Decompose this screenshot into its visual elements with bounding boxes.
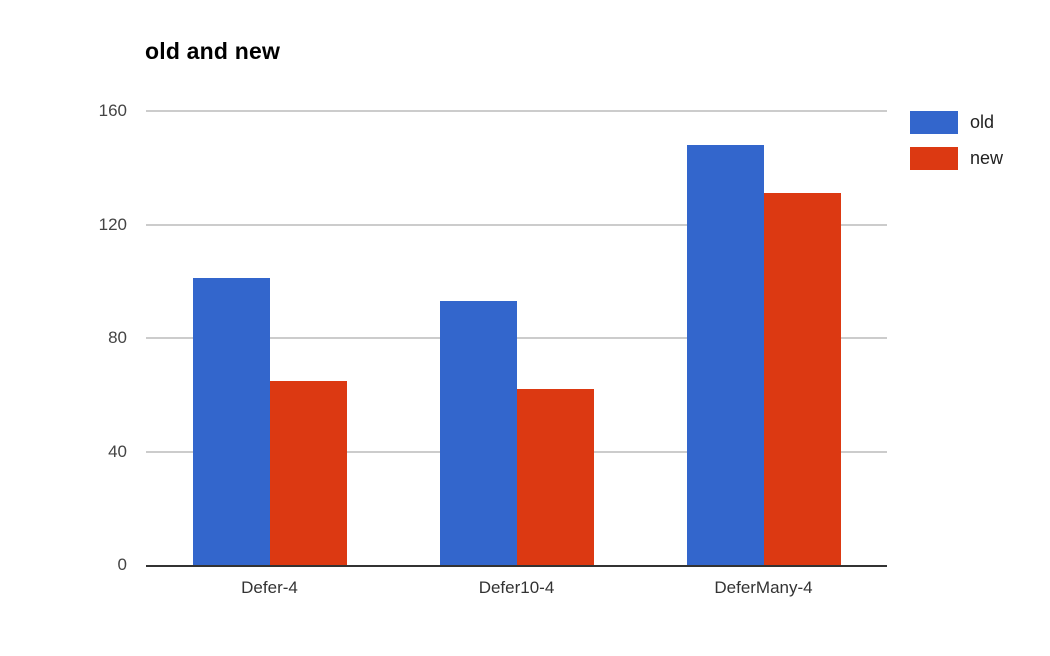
x-axis-category-label: DeferMany-4: [714, 578, 813, 597]
legend-item-new: new: [910, 147, 1003, 170]
legend-label: new: [970, 148, 1004, 168]
gridline-80: [146, 337, 887, 339]
legend-swatch-old: [910, 111, 958, 134]
legend-label: old: [970, 112, 995, 132]
y-axis-tick-label: 120: [98, 214, 127, 234]
chart-title: old and new: [145, 38, 281, 64]
gridline-120: [146, 223, 887, 226]
legend: old new: [910, 111, 1003, 183]
legend-swatch-new: [910, 147, 958, 170]
plot-area: [146, 110, 887, 567]
y-axis-tick-label: 40: [108, 441, 127, 461]
y-axis-tick-label: 0: [117, 555, 127, 574]
bar-new-Defer10-4[interactable]: [516, 389, 594, 565]
gridline-160: [146, 110, 887, 112]
y-axis-tick-label: 80: [108, 328, 127, 347]
bar-old-DeferMany-4[interactable]: [686, 145, 764, 565]
bar-new-DeferMany-4[interactable]: [763, 193, 841, 565]
x-axis-category-label: Defer-4: [241, 578, 298, 597]
bar-old-Defer-4[interactable]: [192, 278, 270, 565]
x-axis-category-label: Defer10-4: [478, 578, 555, 597]
legend-item-old: old: [910, 111, 1003, 134]
bar-old-Defer10-4[interactable]: [439, 301, 517, 565]
y-axis-tick-label: 160: [98, 101, 127, 120]
bar-new-Defer-4[interactable]: [269, 381, 347, 565]
